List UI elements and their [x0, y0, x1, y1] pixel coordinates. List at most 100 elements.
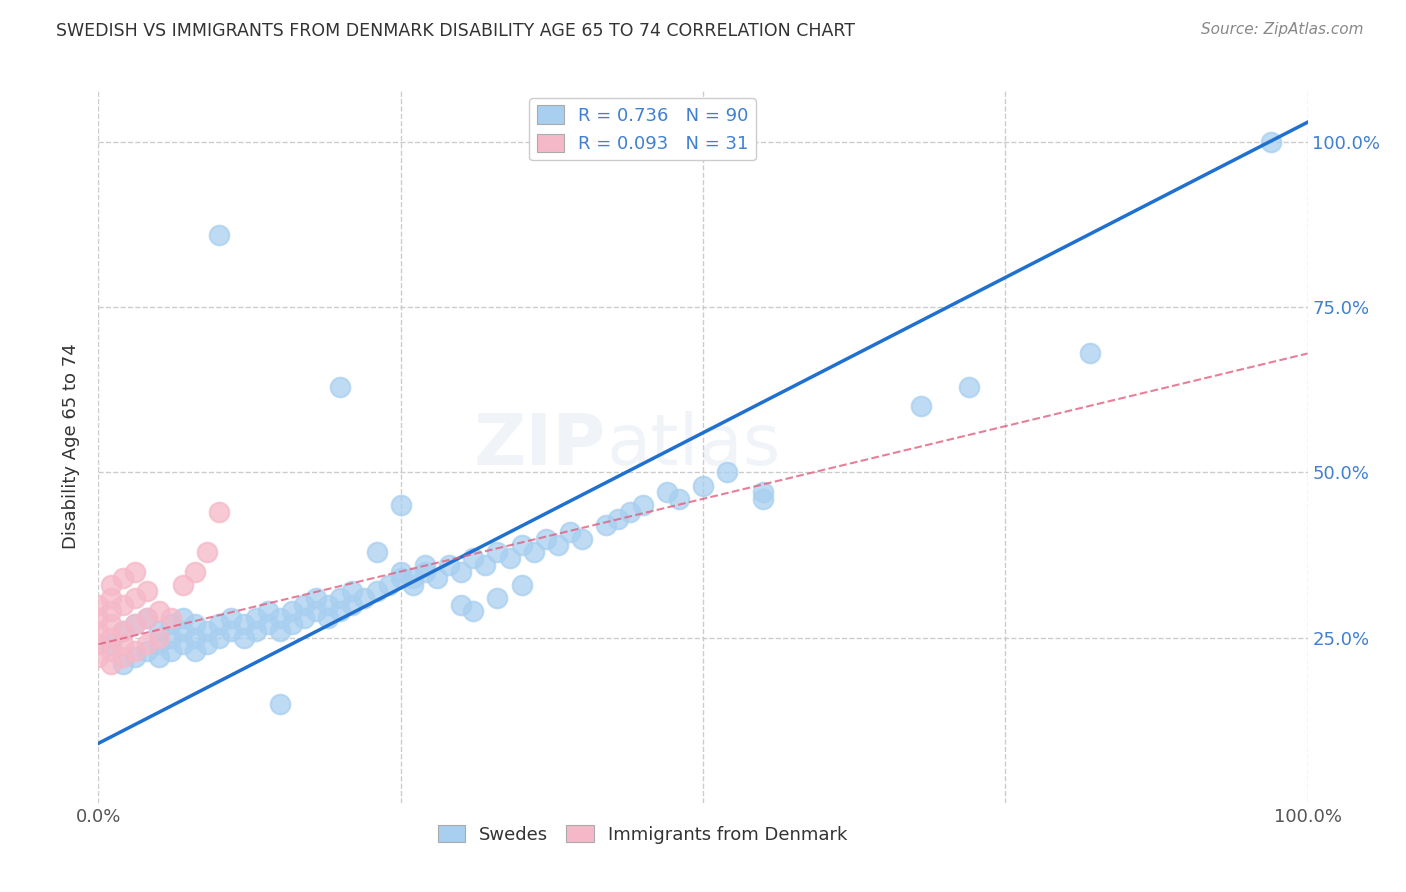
- Point: [124, 617, 146, 632]
- Point: [256, 617, 278, 632]
- Point: [305, 604, 328, 618]
- Point: [389, 499, 412, 513]
- Point: [100, 637, 122, 651]
- Point: [135, 611, 157, 625]
- Point: [281, 617, 304, 632]
- Point: [692, 478, 714, 492]
- Point: [377, 578, 399, 592]
- Point: [413, 558, 436, 572]
- Point: [124, 617, 146, 632]
- Point: [195, 637, 218, 651]
- Y-axis label: Disability Age 65 to 74: Disability Age 65 to 74: [62, 343, 80, 549]
- Point: [269, 624, 291, 638]
- Point: [329, 604, 352, 618]
- Point: [474, 558, 496, 572]
- Point: [534, 532, 557, 546]
- Text: atlas: atlas: [606, 411, 780, 481]
- Point: [402, 571, 425, 585]
- Point: [256, 604, 278, 618]
- Point: [498, 551, 520, 566]
- Point: [366, 545, 388, 559]
- Point: [172, 611, 194, 625]
- Point: [281, 604, 304, 618]
- Point: [124, 650, 146, 665]
- Point: [450, 598, 472, 612]
- Point: [437, 558, 460, 572]
- Point: [208, 227, 231, 242]
- Point: [135, 611, 157, 625]
- Point: [232, 617, 254, 632]
- Point: [172, 578, 194, 592]
- Point: [111, 657, 134, 671]
- Point: [111, 624, 134, 638]
- Point: [547, 538, 569, 552]
- Point: [148, 631, 170, 645]
- Point: [184, 631, 207, 645]
- Point: [195, 545, 218, 559]
- Point: [752, 485, 775, 500]
- Point: [910, 400, 932, 414]
- Point: [208, 631, 231, 645]
- Point: [510, 538, 533, 552]
- Point: [160, 644, 183, 658]
- Point: [100, 578, 122, 592]
- Point: [148, 604, 170, 618]
- Point: [195, 624, 218, 638]
- Point: [631, 499, 654, 513]
- Point: [426, 571, 449, 585]
- Point: [607, 511, 630, 525]
- Point: [463, 604, 485, 618]
- Point: [87, 611, 110, 625]
- Point: [172, 624, 194, 638]
- Point: [595, 518, 617, 533]
- Point: [316, 598, 339, 612]
- Point: [148, 637, 170, 651]
- Point: [208, 617, 231, 632]
- Point: [208, 505, 231, 519]
- Point: [329, 591, 352, 605]
- Point: [316, 611, 339, 625]
- Point: [111, 624, 134, 638]
- Point: [668, 491, 690, 506]
- Point: [148, 624, 170, 638]
- Point: [402, 578, 425, 592]
- Point: [232, 631, 254, 645]
- Point: [619, 505, 641, 519]
- Point: [111, 598, 134, 612]
- Point: [245, 611, 267, 625]
- Point: [571, 532, 593, 546]
- Point: [160, 631, 183, 645]
- Point: [111, 650, 134, 665]
- Point: [172, 637, 194, 651]
- Point: [1260, 135, 1282, 149]
- Point: [486, 591, 509, 605]
- Point: [329, 379, 352, 393]
- Point: [510, 578, 533, 592]
- Point: [100, 644, 122, 658]
- Point: [87, 637, 110, 651]
- Point: [87, 598, 110, 612]
- Point: [184, 565, 207, 579]
- Point: [389, 571, 412, 585]
- Point: [558, 524, 581, 539]
- Point: [124, 591, 146, 605]
- Point: [184, 617, 207, 632]
- Point: [269, 697, 291, 711]
- Point: [87, 624, 110, 638]
- Point: [245, 624, 267, 638]
- Point: [269, 611, 291, 625]
- Point: [160, 611, 183, 625]
- Point: [655, 485, 678, 500]
- Point: [957, 379, 980, 393]
- Point: [100, 591, 122, 605]
- Point: [111, 571, 134, 585]
- Point: [221, 611, 243, 625]
- Point: [292, 611, 315, 625]
- Point: [305, 591, 328, 605]
- Point: [100, 604, 122, 618]
- Point: [87, 650, 110, 665]
- Legend: Swedes, Immigrants from Denmark: Swedes, Immigrants from Denmark: [430, 818, 855, 851]
- Point: [342, 584, 364, 599]
- Point: [111, 637, 134, 651]
- Point: [752, 491, 775, 506]
